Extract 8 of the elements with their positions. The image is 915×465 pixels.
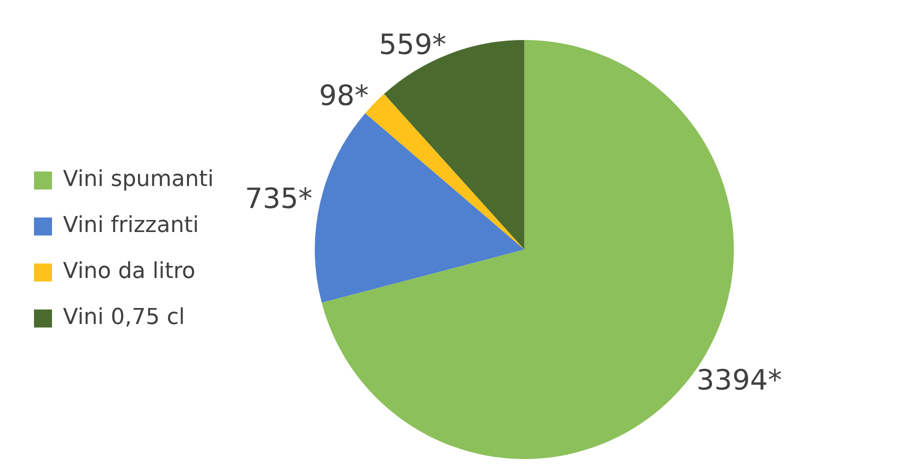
legend-label: Vino da litro bbox=[63, 259, 196, 284]
legend-label: Vini 0,75 cl bbox=[63, 305, 185, 330]
legend-label: Vini spumanti bbox=[63, 167, 214, 192]
data-label: 98* bbox=[318, 78, 369, 112]
data-label: 559* bbox=[378, 28, 446, 61]
data-label: 735* bbox=[244, 182, 312, 216]
legend-label: Vini frizzanti bbox=[63, 213, 199, 238]
data-label: 3394* bbox=[696, 364, 782, 397]
